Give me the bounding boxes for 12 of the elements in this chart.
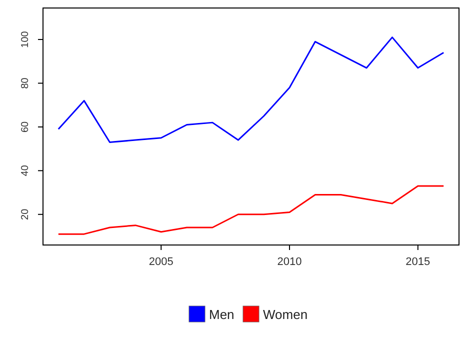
y-tick-label: 80 bbox=[20, 77, 31, 89]
legend-label: Women bbox=[263, 307, 308, 322]
x-tick-label: 2005 bbox=[148, 256, 174, 268]
y-tick-label: 60 bbox=[20, 120, 31, 132]
x-tick-label: 2015 bbox=[406, 256, 430, 268]
y-tick-label: 40 bbox=[20, 164, 31, 176]
line-series bbox=[58, 185, 444, 235]
y-tick-label: 100 bbox=[20, 30, 31, 48]
x-tick-label: 2010 bbox=[277, 256, 302, 268]
line-series bbox=[58, 36, 444, 143]
legend-label: Men bbox=[209, 307, 234, 322]
y-tick-label: 20 bbox=[20, 208, 31, 220]
